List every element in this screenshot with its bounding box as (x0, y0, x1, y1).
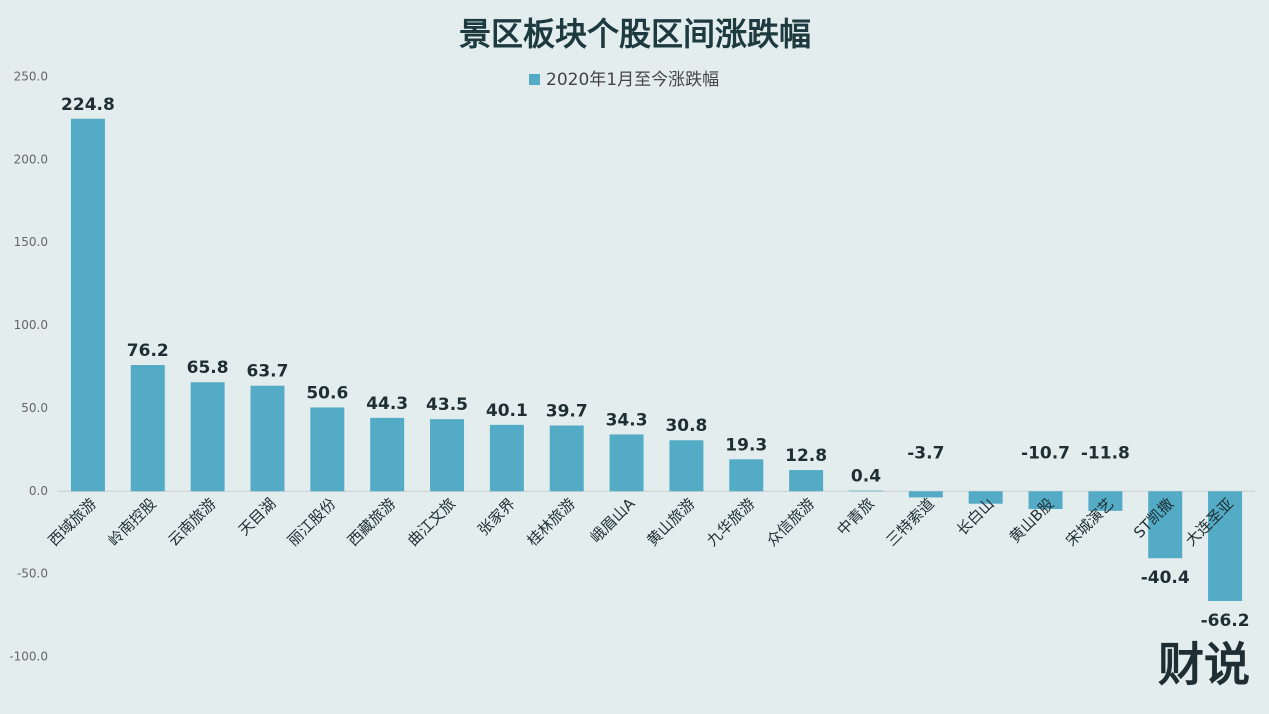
bar (430, 419, 465, 492)
bar (549, 425, 584, 492)
value-label: 224.8 (61, 95, 115, 115)
y-tick-label: 0.0 (29, 484, 48, 498)
value-label: 43.5 (426, 395, 468, 415)
bar (250, 385, 285, 492)
value-label: 50.6 (306, 383, 348, 403)
value-label: -3.7 (907, 443, 944, 463)
bar (489, 424, 524, 492)
bar (908, 491, 943, 498)
y-tick-label: -50.0 (17, 567, 48, 581)
y-tick-label: 250.0 (14, 70, 48, 84)
bar (1208, 491, 1243, 601)
value-label: 30.8 (665, 416, 707, 436)
value-label: 39.7 (546, 401, 588, 421)
value-label: 63.7 (246, 362, 288, 382)
value-label: 0.4 (851, 467, 881, 487)
value-label: 65.8 (187, 358, 229, 378)
value-label: -10.7 (1021, 443, 1070, 463)
bar (1028, 491, 1063, 510)
y-tick-label: 200.0 (14, 152, 48, 166)
bar (968, 491, 1003, 504)
bar (848, 490, 883, 492)
value-label: 34.3 (606, 410, 648, 430)
bar (370, 417, 405, 492)
y-tick-label: 50.0 (21, 401, 48, 415)
y-tick-label: -100.0 (9, 650, 48, 664)
legend-swatch (529, 74, 540, 85)
value-label: 40.1 (486, 401, 528, 421)
bar (669, 440, 704, 492)
legend-label: 2020年1月至今涨跌幅 (546, 70, 719, 90)
value-label: 12.8 (785, 446, 827, 466)
bar (190, 382, 225, 492)
bar (729, 459, 764, 492)
bar (130, 365, 165, 492)
y-tick-label: 100.0 (14, 318, 48, 332)
value-label: 76.2 (127, 341, 169, 361)
bar (70, 118, 105, 492)
value-label: 19.3 (725, 435, 767, 455)
bar (1148, 491, 1183, 559)
bar (609, 434, 644, 492)
bar (789, 470, 824, 492)
bar (1088, 491, 1123, 511)
logo: 财说 (1158, 638, 1250, 692)
bar (310, 407, 345, 492)
chart-title: 景区板块个股区间涨跌幅 (459, 15, 811, 53)
value-label: -66.2 (1201, 611, 1250, 631)
y-tick-label: 150.0 (14, 235, 48, 249)
value-label: 44.3 (366, 394, 408, 414)
value-label: -40.4 (1141, 568, 1190, 588)
value-label: -11.8 (1081, 443, 1130, 463)
